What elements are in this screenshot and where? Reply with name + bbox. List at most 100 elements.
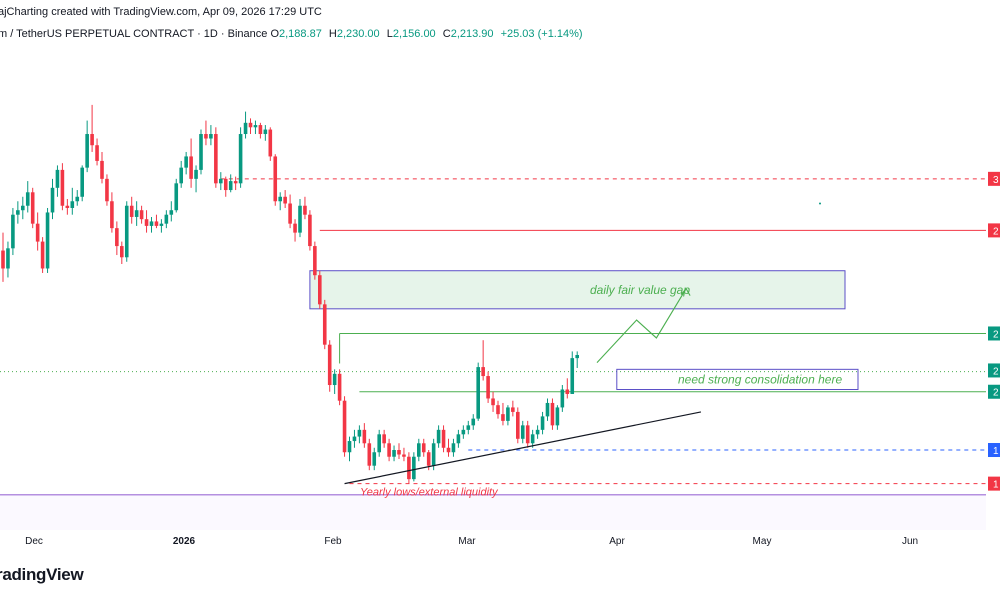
candle-down[interactable] xyxy=(550,402,555,426)
candle-up[interactable] xyxy=(199,134,203,170)
projection-path[interactable] xyxy=(596,288,687,363)
candle-down[interactable] xyxy=(30,192,35,224)
candle-up[interactable] xyxy=(11,214,15,249)
candle-up[interactable] xyxy=(431,443,436,466)
candle-up[interactable] xyxy=(184,156,188,168)
candle-down[interactable] xyxy=(273,156,278,202)
candle-down[interactable] xyxy=(322,304,327,345)
ascending-trendline[interactable] xyxy=(344,411,702,485)
candle-up[interactable] xyxy=(134,210,139,217)
candle-down[interactable] xyxy=(283,196,287,204)
consolidation-box[interactable] xyxy=(616,368,859,391)
candle-down[interactable] xyxy=(402,454,406,457)
candle-up[interactable] xyxy=(6,248,10,269)
candle-down[interactable] xyxy=(387,443,391,457)
candle-up[interactable] xyxy=(219,178,223,184)
candle-up[interactable] xyxy=(169,210,174,215)
candle-down[interactable] xyxy=(481,367,485,377)
candle-down[interactable] xyxy=(90,134,94,146)
candle-down[interactable] xyxy=(525,425,530,444)
candle-down[interactable] xyxy=(144,219,149,226)
candle-down[interactable] xyxy=(421,443,426,453)
candle-down[interactable] xyxy=(65,205,70,208)
candle-up[interactable] xyxy=(540,416,545,430)
candle-down[interactable] xyxy=(496,405,500,415)
candle-down[interactable] xyxy=(308,214,312,247)
candle-down[interactable] xyxy=(115,228,119,247)
candle-up[interactable] xyxy=(506,407,510,421)
price-chart[interactable]: daily fair value gap need strong consolid… xyxy=(0,56,1000,547)
candle-up[interactable] xyxy=(357,429,362,437)
candle-down[interactable] xyxy=(367,443,372,466)
candle-up[interactable] xyxy=(570,358,575,394)
candle-down[interactable] xyxy=(565,389,570,394)
candle-up[interactable] xyxy=(159,223,164,226)
candle-down[interactable] xyxy=(486,376,490,399)
candle-up[interactable] xyxy=(253,125,258,128)
candle-up[interactable] xyxy=(555,407,560,426)
candle-down[interactable] xyxy=(382,434,386,444)
candle-down[interactable] xyxy=(362,429,367,444)
candle-down[interactable] xyxy=(337,373,342,401)
candle-up[interactable] xyxy=(545,402,550,417)
fair-value-gap-box[interactable] xyxy=(309,270,846,310)
candle-up[interactable] xyxy=(535,429,540,435)
candle-up[interactable] xyxy=(124,205,129,258)
candle-down[interactable] xyxy=(189,156,193,179)
candle-down[interactable] xyxy=(446,447,451,453)
candle-up[interactable] xyxy=(471,418,476,426)
candle-up[interactable] xyxy=(238,134,243,184)
candle-up[interactable] xyxy=(560,389,565,408)
candle-up[interactable] xyxy=(80,167,84,197)
candle-up[interactable] xyxy=(451,443,456,453)
candle-down[interactable] xyxy=(204,134,208,139)
candle-up[interactable] xyxy=(476,367,480,419)
candle-up[interactable] xyxy=(263,129,268,135)
candle-down[interactable] xyxy=(511,407,515,412)
candle-down[interactable] xyxy=(268,129,273,157)
candle-down[interactable] xyxy=(303,205,307,215)
candle-up[interactable] xyxy=(520,425,525,439)
candle-down[interactable] xyxy=(501,414,505,421)
candle-up[interactable] xyxy=(70,201,75,208)
candle-up[interactable] xyxy=(575,354,579,359)
candle-down[interactable] xyxy=(258,125,263,135)
candle-up[interactable] xyxy=(55,169,60,188)
candle-down[interactable] xyxy=(318,275,322,305)
candle-up[interactable] xyxy=(352,436,357,442)
candle-down[interactable] xyxy=(214,134,218,184)
candle-up[interactable] xyxy=(164,214,169,224)
candle-up[interactable] xyxy=(466,425,471,430)
candle-up[interactable] xyxy=(45,212,50,269)
candle-down[interactable] xyxy=(248,122,253,128)
candle-down[interactable] xyxy=(120,246,124,258)
candle-down[interactable] xyxy=(397,450,401,455)
candle-down[interactable] xyxy=(1,250,5,269)
chart-area[interactable]: daily fair value gap need strong consolid… xyxy=(0,56,1000,547)
candle-down[interactable] xyxy=(60,169,65,206)
candle-up[interactable] xyxy=(372,452,377,466)
candle-up[interactable] xyxy=(278,196,282,202)
candle-down[interactable] xyxy=(35,223,40,242)
candle-up[interactable] xyxy=(85,134,89,168)
candle-down[interactable] xyxy=(139,210,144,220)
candle-down[interactable] xyxy=(313,246,317,276)
candle-down[interactable] xyxy=(40,241,45,269)
candle-down[interactable] xyxy=(110,201,114,229)
candle-down[interactable] xyxy=(516,411,520,439)
candle-up[interactable] xyxy=(209,134,213,139)
candle-down[interactable] xyxy=(95,145,99,161)
candle-up[interactable] xyxy=(436,429,441,444)
candle-up[interactable] xyxy=(332,373,337,386)
candle-up[interactable] xyxy=(194,169,198,179)
candle-down[interactable] xyxy=(233,181,238,184)
candle-up[interactable] xyxy=(377,434,381,453)
candle-up[interactable] xyxy=(392,450,396,457)
candle-down[interactable] xyxy=(105,178,109,202)
candle-down[interactable] xyxy=(293,223,297,233)
candle-up[interactable] xyxy=(174,183,179,211)
candle-down[interactable] xyxy=(426,452,431,466)
candle-down[interactable] xyxy=(407,456,411,480)
candle-down[interactable] xyxy=(154,221,159,226)
candle-up[interactable] xyxy=(456,434,461,444)
